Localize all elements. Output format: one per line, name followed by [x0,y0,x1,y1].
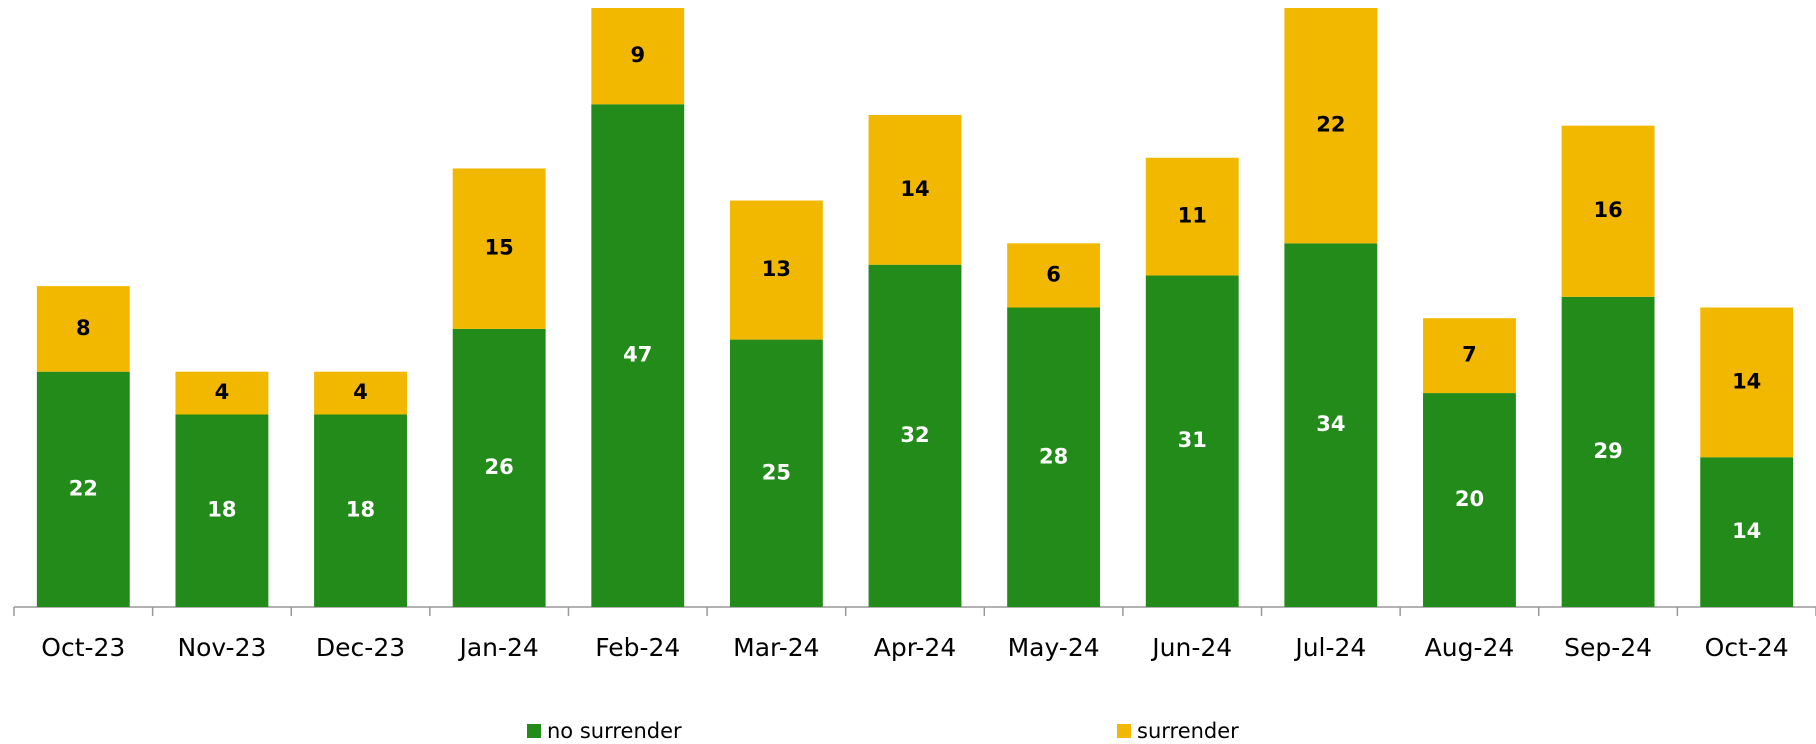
legend-swatch [527,724,541,738]
bar-segment [868,264,962,607]
value-label: 14 [1732,369,1761,393]
value-label: 31 [1178,428,1207,452]
bar-segment [591,8,685,105]
value-label: 4 [353,380,368,404]
value-label: 15 [485,236,514,260]
value-label: 26 [485,455,514,479]
bar-segment [1423,318,1516,394]
value-label: 22 [1316,113,1345,137]
x-tick-label: Jul-24 [1293,633,1366,662]
bar-segment [729,339,823,607]
bar-segment [591,104,685,608]
value-label: 32 [900,423,929,447]
x-tick-label: Apr-24 [874,633,956,662]
x-tick-label: Oct-23 [41,633,125,662]
bar-segment [175,371,269,415]
value-label: 13 [762,257,791,281]
value-label: 34 [1316,412,1345,436]
bar-segment [314,371,407,415]
bar-segment [1145,157,1239,276]
value-label: 6 [1046,262,1061,286]
value-label: 9 [630,43,645,67]
legend-label: surrender [1137,719,1239,743]
bar-segment [452,328,546,607]
value-label: 22 [69,476,98,500]
x-tick-label: Jan-24 [457,633,538,662]
value-label: 14 [1732,519,1761,543]
bar-segment [1284,243,1378,608]
value-label: 29 [1593,439,1622,463]
bar-segment [452,168,546,329]
value-label: 20 [1455,487,1484,511]
bar-segment [1561,125,1655,297]
bar-segment [36,371,130,607]
bar-segment [1284,8,1378,244]
x-tick-label: May-24 [1008,633,1100,662]
value-label: 18 [346,498,375,522]
legend-label: no surrender [547,719,682,743]
value-label: 16 [1593,198,1622,222]
value-label: 4 [215,380,230,404]
bar-segment [1145,275,1239,607]
bar-segment [1423,393,1516,607]
value-label: 47 [623,343,652,367]
value-label: 7 [1462,343,1477,367]
x-tick-label: Nov-23 [177,633,266,662]
bar-segment [1561,296,1655,607]
x-tick-label: Feb-24 [595,633,680,662]
x-tick-label: Jun-24 [1150,633,1232,662]
legend-swatch [1117,724,1131,738]
bar-segment [1700,457,1794,607]
bar-segment [729,200,823,340]
bar-segment [1700,307,1794,458]
x-tick-label: Sep-24 [1564,633,1652,662]
value-label: 28 [1039,444,1068,468]
bar-segment [36,286,130,372]
value-label: 18 [207,498,236,522]
bar-segment [1007,243,1101,308]
value-label: 11 [1178,204,1207,228]
value-label: 14 [900,177,929,201]
x-tick-label: Aug-24 [1425,633,1515,662]
x-tick-label: Oct-24 [1705,633,1789,662]
bar-segment [175,414,269,607]
x-tick-label: Mar-24 [733,633,819,662]
x-tick-label: Dec-23 [316,633,405,662]
bar-segment [1007,307,1101,607]
value-label: 8 [76,316,91,340]
bar-segment [314,414,407,607]
bar-segment [868,114,962,265]
value-label: 25 [762,460,791,484]
